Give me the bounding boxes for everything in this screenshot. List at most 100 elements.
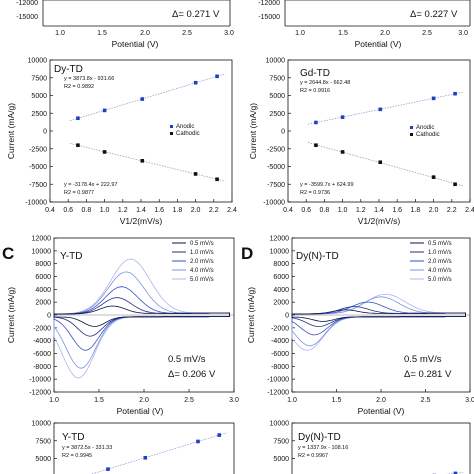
x-tick-label: 1.6: [154, 207, 164, 214]
anodic-data-point: [217, 433, 222, 437]
x-tick-label: 1.4: [136, 207, 146, 214]
y-tick-label: 5000: [35, 456, 51, 463]
scan-rate-annotation: 0.5 mV/s: [404, 354, 442, 365]
cathodic-data-point: [102, 150, 107, 154]
anodic-data-point: [431, 96, 436, 101]
cathodic-equation: y = -3178.4x + 222.97: [64, 182, 118, 188]
cv-curve-2-0-mV-s: [53, 286, 230, 351]
cathodic-data-point: [76, 143, 80, 147]
x-tick-label: 2.2: [447, 207, 457, 214]
y-tick-label: 2000: [273, 300, 289, 307]
x-tick-label: 1.0: [295, 30, 305, 37]
anodic-data-point: [378, 107, 383, 112]
cathodic-data-point: [140, 159, 145, 163]
y-axis-label: Current (mA/g): [246, 287, 256, 343]
legend-entry: 5.0 mV/s: [190, 277, 214, 283]
x-axis-label: Potential (V): [358, 406, 405, 416]
cathodic-r2: R2 = 0.9736: [300, 190, 330, 196]
panel-letter: D: [241, 244, 253, 263]
y-tick-label: 10000: [270, 248, 290, 255]
y-tick-label: -2500: [267, 146, 285, 153]
anodic-data-point: [196, 439, 200, 444]
x-axis-label: Potential (V): [117, 406, 164, 416]
y-tick-label: 8000: [35, 261, 51, 268]
delta-annotation: Δ= 0.227 V: [410, 9, 458, 20]
y-tick-label: -5000: [29, 164, 47, 171]
cathodic-data-point: [431, 175, 436, 179]
legend-entry: 1.0 mV/s: [190, 250, 214, 256]
legend-marker-anodic: [410, 126, 413, 129]
anodic-equation: y = 1337.9x - 108.16: [298, 445, 348, 451]
y-tick-label: 0: [281, 129, 285, 136]
panel-letter: C: [2, 244, 14, 263]
legend-entry: 2.0 mV/s: [190, 259, 214, 265]
cathodic-r2: R2 = 0.9877: [64, 190, 94, 196]
x-tick-label: 1.4: [374, 207, 384, 214]
legend-entry: 2.0 mV/s: [428, 259, 452, 265]
anodic-data-point: [143, 455, 148, 460]
y-tick-label: 7500: [35, 438, 51, 445]
delta-annotation: Δ= 0.271 V: [172, 9, 220, 20]
y-tick-label: -10000: [29, 377, 51, 384]
y-axis-label: Current (mA/g): [6, 103, 16, 159]
y-tick-label: -12000: [258, 0, 280, 7]
cathodic-data-point: [193, 172, 198, 176]
anodic-equation: y = 3872.5x - 331.33: [62, 445, 112, 451]
y-tick-label: 7500: [273, 438, 289, 445]
anodic-data-point: [340, 115, 345, 119]
y-tick-label: -10000: [25, 200, 47, 207]
legend-anodic: Anodic: [176, 124, 194, 130]
y-tick-label: -12000: [267, 390, 289, 397]
y-tick-label: -10000: [263, 200, 285, 207]
anodic-data-point: [193, 80, 198, 85]
cv-curve-2-0-mV-s: [291, 301, 466, 336]
x-tick-label: 3.0: [229, 397, 239, 404]
delta-annotation: Δ= 0.206 V: [168, 369, 216, 380]
legend-cathodic: Cathodic: [416, 132, 440, 138]
y-tick-label: 2500: [31, 111, 47, 118]
y-tick-label: 6000: [35, 274, 51, 281]
anodic-r2: R2 = 0.9916: [300, 88, 330, 94]
anodic-data-point: [140, 97, 145, 101]
x-tick-label: 2.0: [429, 207, 439, 214]
y-tick-label: 4000: [273, 287, 289, 294]
y-tick-label: -5000: [267, 164, 285, 171]
y-tick-label: -12000: [29, 390, 51, 397]
x-tick-label: 2.5: [421, 397, 431, 404]
y-tick-label: -2000: [271, 325, 289, 332]
y-tick-label: -10000: [267, 377, 289, 384]
x-tick-label: 1.6: [392, 207, 402, 214]
anodic-data-point: [215, 74, 219, 79]
panel-title: Gd-TD: [300, 68, 330, 79]
x-tick-label: 3.0: [224, 30, 234, 37]
x-tick-label: 3.0: [458, 30, 468, 37]
x-tick-label: 2.4: [465, 207, 474, 214]
anodic-r2: R2 = 0.9892: [64, 84, 94, 90]
legend-anodic: Anodic: [416, 125, 434, 131]
panel-title: Dy-TD: [54, 64, 83, 75]
y-tick-label: 5000: [269, 93, 285, 100]
fit-line: [307, 91, 463, 125]
y-tick-label: 0: [47, 313, 51, 320]
x-tick-label: 2.4: [227, 207, 237, 214]
y-tick-label: 7500: [269, 75, 285, 82]
x-tick-label: 2.0: [139, 397, 149, 404]
anodic-equation: y = 3873.8x - 931.66: [64, 76, 114, 82]
cathodic-data-point: [340, 150, 345, 154]
fit-line: [90, 432, 227, 474]
y-tick-label: 5000: [273, 456, 289, 463]
x-tick-label: 1.0: [55, 30, 65, 37]
x-tick-label: 2.0: [191, 207, 201, 214]
y-tick-label: -2000: [33, 325, 51, 332]
y-tick-label: 7500: [31, 75, 47, 82]
panel-title: Dy(N)-TD: [298, 432, 341, 443]
x-tick-label: 2.2: [209, 207, 219, 214]
legend-entry: 0.5 mV/s: [428, 241, 452, 247]
panel-dyn-td-cv: D 1.0 1.5 2.0 2.5 3.0 12000 10000 8000 6000 4000 2…: [241, 236, 474, 417]
panel-title: Y-TD: [60, 251, 82, 262]
x-tick-label: 1.0: [287, 397, 297, 404]
legend-marker-anodic: [170, 125, 173, 128]
x-tick-label: 1.0: [49, 397, 59, 404]
